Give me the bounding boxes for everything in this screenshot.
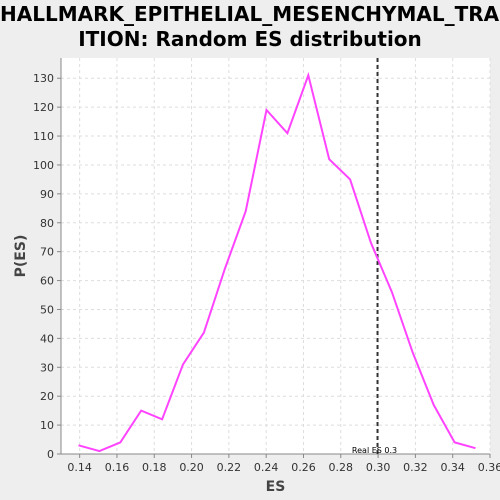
x-tick-label: 0.28 xyxy=(329,461,354,474)
y-tick-label: 0 xyxy=(47,448,54,461)
x-tick-label: 0.32 xyxy=(403,461,428,474)
chart-title-line-2: ITION: Random ES distribution xyxy=(78,27,422,51)
real-es-marker-label: Real ES 0.3 xyxy=(352,446,397,455)
series-layer xyxy=(78,71,476,453)
x-axis-ticks: 0.14 0.16 0.18 0.20 0.22 0.24 0.26 0.28 0.30 0.32… xyxy=(67,454,500,474)
y-tick-label: 120 xyxy=(33,101,54,114)
y-tick-label: 30 xyxy=(40,361,54,374)
y-tick-label: 20 xyxy=(40,390,54,403)
x-tick-label: 0.26 xyxy=(291,461,316,474)
y-tick-label: 80 xyxy=(40,217,54,230)
y-tick-label: 110 xyxy=(33,130,54,143)
x-tick-label: 0.18 xyxy=(142,461,167,474)
plot-area xyxy=(61,58,490,454)
y-tick-label: 100 xyxy=(33,159,54,172)
x-tick-label: 0.30 xyxy=(366,461,391,474)
y-axis-title: P(ES) xyxy=(13,235,29,278)
x-tick-label: 0.16 xyxy=(105,461,130,474)
y-tick-label: 130 xyxy=(33,72,54,85)
y-tick-label: 60 xyxy=(40,275,54,288)
chart-title-line-1: HALLMARK_EPITHELIAL_MESENCHYMAL_TRANS xyxy=(0,2,500,26)
x-tick-label: 0.34 xyxy=(440,461,465,474)
x-axis-title: ES xyxy=(266,479,286,495)
y-tick-label: 50 xyxy=(40,303,54,316)
y-tick-label: 70 xyxy=(40,246,54,259)
x-tick-label: 0.20 xyxy=(179,461,204,474)
series-line xyxy=(78,71,476,453)
x-tick-label: 0.14 xyxy=(67,461,92,474)
grid-lines xyxy=(61,58,491,455)
y-tick-label: 10 xyxy=(40,419,54,432)
x-tick-label: 0.36 xyxy=(478,461,500,474)
x-tick-label: 0.22 xyxy=(217,461,242,474)
y-tick-label: 40 xyxy=(40,332,54,345)
x-tick-label: 0.24 xyxy=(254,461,279,474)
y-axis-ticks: 0 10 20 30 40 50 60 70 80 90 100 110 120 130 xyxy=(33,72,61,461)
y-tick-label: 90 xyxy=(40,188,54,201)
